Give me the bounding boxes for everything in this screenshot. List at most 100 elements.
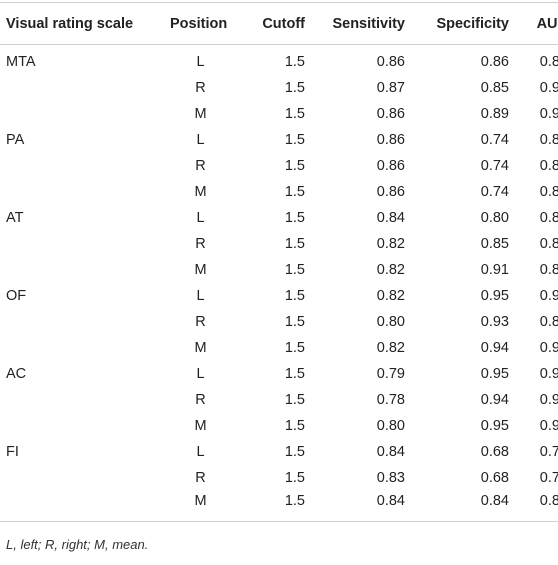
cell-visual-rating-scale — [0, 309, 166, 335]
table-body: MTAL1.50.860.860.89R1.50.870.850.90M1.50… — [0, 45, 558, 522]
cell-visual-rating-scale: FI — [6, 444, 19, 460]
cell-position: M — [166, 491, 235, 522]
cell-auc: 0.77 — [539, 444, 558, 460]
cell-specificity: 0.74 — [480, 158, 509, 174]
cell-cutoff: 1.5 — [284, 314, 305, 330]
cell-visual-rating-scale: AC — [6, 366, 27, 382]
table-header: Visual rating scale Position Cutoff Sens… — [0, 2, 558, 45]
cell-visual-rating-scale — [0, 75, 166, 101]
cell-auc: 0.86 — [539, 210, 558, 226]
cell-cutoff: 1.5 — [284, 340, 305, 356]
cell-visual-rating-scale: AT — [6, 210, 24, 226]
cell-sensitivity: 0.82 — [376, 262, 405, 278]
cell-visual-rating-scale: PA — [6, 132, 25, 148]
cell-sensitivity: 0.80 — [376, 418, 405, 434]
cell-visual-rating-scale — [0, 491, 166, 522]
cell-visual-rating-scale — [0, 465, 166, 491]
cell-specificity: 0.95 — [480, 418, 509, 434]
cell-specificity: 0.93 — [480, 314, 509, 330]
cell-position: M — [194, 340, 207, 356]
cell-specificity: 0.95 — [480, 366, 509, 382]
cell-specificity: 0.68 — [480, 444, 509, 460]
cell-auc: 0.88 — [509, 491, 558, 522]
cell-auc: 0.85 — [539, 184, 558, 200]
cell-cutoff: 1.5 — [284, 392, 305, 408]
cell-visual-rating-scale — [0, 257, 166, 283]
header-sensitivity: Sensitivity — [305, 2, 405, 45]
cell-cutoff: 1.5 — [284, 366, 305, 382]
table-footnote: L, left; R, right; M, mean. — [6, 537, 149, 552]
table-row: M1.50.840.840.88 — [0, 491, 558, 522]
cell-position: R — [195, 470, 206, 486]
cell-auc: 0.85 — [539, 132, 558, 148]
cell-position: L — [196, 444, 205, 460]
cell-sensitivity: 0.80 — [376, 314, 405, 330]
cell-auc: 0.77 — [539, 470, 558, 486]
cell-visual-rating-scale: MTA — [6, 54, 36, 70]
cell-auc: 0.90 — [539, 80, 558, 96]
cell-auc: 0.90 — [539, 418, 558, 434]
cell-cutoff: 1.5 — [284, 236, 305, 252]
cell-visual-rating-scale — [0, 231, 166, 257]
header-row: Visual rating scale Position Cutoff Sens… — [0, 2, 558, 45]
header-specificity: Specificity — [405, 2, 509, 45]
header-cutoff: Cutoff — [235, 2, 305, 45]
table-row: OF L 1.5 0.82 0.95 0.90 — [0, 283, 558, 309]
cell-position: L — [196, 54, 205, 70]
cell-visual-rating-scale — [0, 413, 166, 439]
cell-sensitivity: 0.86 — [376, 158, 405, 174]
cell-specificity: 0.85 — [480, 80, 509, 96]
cell-position: R — [195, 314, 206, 330]
cell-visual-rating-scale — [0, 179, 166, 205]
table-row: FI L 1.5 0.84 0.68 0.77 — [0, 439, 558, 465]
table-row: AC L 1.5 0.79 0.95 0.90 — [0, 361, 558, 387]
cell-cutoff: 1.5 — [235, 491, 305, 522]
table-row: MTA L 1.5 0.86 0.86 0.89 — [0, 45, 558, 76]
cell-position: R — [195, 236, 206, 252]
cell-sensitivity: 0.86 — [376, 184, 405, 200]
cell-cutoff: 1.5 — [284, 184, 305, 200]
cell-visual-rating-scale — [0, 153, 166, 179]
cell-cutoff: 1.5 — [284, 54, 305, 70]
header-auc: AUC — [509, 2, 558, 45]
cell-position: M — [194, 184, 207, 200]
cell-specificity: 0.91 — [480, 262, 509, 278]
cell-sensitivity: 0.86 — [376, 106, 405, 122]
table-row: M 1.5 0.86 0.74 0.85 — [0, 179, 558, 205]
table-row: R 1.5 0.80 0.93 0.89 — [0, 309, 558, 335]
cell-visual-rating-scale: OF — [6, 288, 27, 304]
cell-specificity: 0.94 — [480, 392, 509, 408]
cell-specificity: 0.68 — [480, 470, 509, 486]
cell-sensitivity: 0.86 — [376, 132, 405, 148]
results-table: Visual rating scale Position Cutoff Sens… — [0, 2, 558, 522]
table-row: AT L 1.5 0.84 0.80 0.86 — [0, 205, 558, 231]
table-row: R 1.5 0.82 0.85 0.86 — [0, 231, 558, 257]
cell-specificity: 0.89 — [480, 106, 509, 122]
cell-specificity: 0.84 — [405, 491, 509, 522]
table-row: PA L 1.5 0.86 0.74 0.85 — [0, 127, 558, 153]
cell-visual-rating-scale — [0, 101, 166, 127]
cell-auc: 0.89 — [539, 54, 558, 70]
cell-position: L — [196, 132, 205, 148]
cell-cutoff: 1.5 — [284, 288, 305, 304]
table-row: M 1.5 0.82 0.91 0.89 — [0, 257, 558, 283]
cell-sensitivity: 0.79 — [376, 366, 405, 382]
cell-cutoff: 1.5 — [284, 210, 305, 226]
cell-sensitivity: 0.82 — [376, 288, 405, 304]
cell-cutoff: 1.5 — [284, 418, 305, 434]
cell-position: L — [196, 210, 205, 226]
cell-auc: 0.89 — [539, 314, 558, 330]
cell-sensitivity: 0.84 — [305, 491, 405, 522]
header-position: Position — [166, 2, 235, 45]
cell-sensitivity: 0.82 — [376, 236, 405, 252]
cell-cutoff: 1.5 — [284, 444, 305, 460]
cell-specificity: 0.74 — [480, 184, 509, 200]
cell-auc: 0.90 — [539, 340, 558, 356]
cell-position: M — [194, 262, 207, 278]
cell-specificity: 0.80 — [480, 210, 509, 226]
cell-specificity: 0.94 — [480, 340, 509, 356]
cell-sensitivity: 0.84 — [376, 444, 405, 460]
cell-cutoff: 1.5 — [284, 80, 305, 96]
cell-auc: 0.85 — [539, 158, 558, 174]
cell-auc: 0.90 — [539, 366, 558, 382]
